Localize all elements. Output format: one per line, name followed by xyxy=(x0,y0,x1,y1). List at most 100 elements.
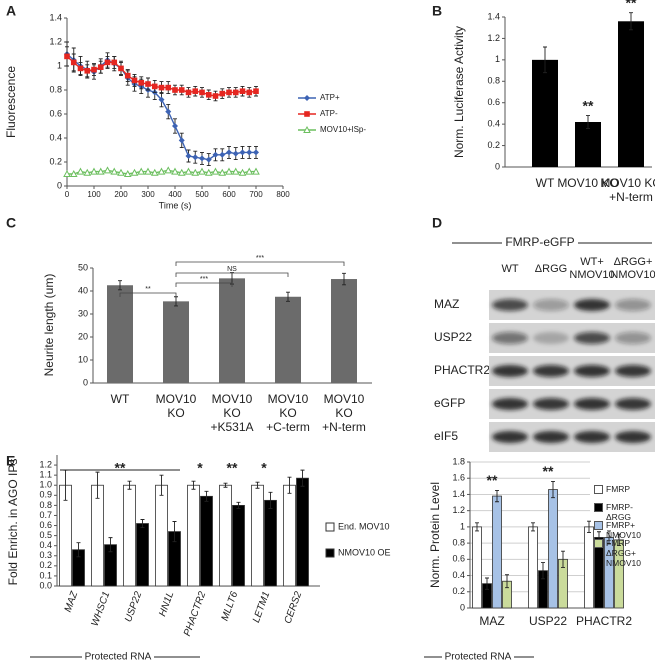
x-tick-label: MAZ xyxy=(479,614,504,628)
x-tick-label: MOV10 xyxy=(324,392,365,406)
blot-band xyxy=(574,431,610,443)
error-bar xyxy=(236,501,241,509)
error-bar xyxy=(531,522,535,532)
blot-band xyxy=(574,398,610,410)
marker xyxy=(172,123,178,129)
error-bar xyxy=(541,562,545,580)
bar xyxy=(283,484,296,587)
marker xyxy=(177,168,186,176)
marker xyxy=(150,168,159,176)
blot-band xyxy=(615,365,651,377)
x-tick-label: 800 xyxy=(276,190,290,199)
legend-label: NMOV10 OE xyxy=(338,547,391,557)
blot-band xyxy=(574,332,610,344)
marker xyxy=(212,93,219,99)
bar xyxy=(575,122,601,167)
legend-swatch xyxy=(594,485,603,494)
marker xyxy=(111,59,118,66)
marker xyxy=(64,53,70,60)
error-bar xyxy=(617,533,621,546)
bar xyxy=(264,499,277,587)
y-tick-label: 0.3 xyxy=(39,550,52,560)
bar xyxy=(232,504,245,587)
x-tick-label: LETM1 xyxy=(251,590,272,624)
bracket xyxy=(175,261,345,266)
y-tick-label: 0.2 xyxy=(39,560,52,570)
x-tick-label: MOV10 xyxy=(212,392,253,406)
marker xyxy=(192,88,199,94)
significance: ** xyxy=(583,97,594,113)
footer: Protected RNA xyxy=(445,652,512,663)
marker xyxy=(205,156,212,163)
legend-label: ATP- xyxy=(320,109,338,118)
y-tick-label: 0.5 xyxy=(39,530,52,540)
footer: Protected RNA xyxy=(85,652,152,663)
marker xyxy=(70,59,77,66)
marker xyxy=(76,167,85,175)
blot-band xyxy=(615,299,651,311)
panel-letter: A xyxy=(6,3,16,19)
x-tick-label: PHACTR2 xyxy=(576,614,632,628)
error-bar xyxy=(587,520,591,534)
y-axis-title: Norm. Luciferase Activity xyxy=(452,26,466,158)
x-tick-label: 300 xyxy=(141,190,155,199)
bar xyxy=(136,523,149,587)
legend-entry: FMRP-ΔRGG xyxy=(594,502,655,522)
marker xyxy=(304,95,310,101)
bar xyxy=(107,285,133,383)
error-bar xyxy=(586,115,590,129)
y-tick-label: 0 xyxy=(83,377,88,387)
error-bar xyxy=(255,481,260,489)
significance: ** xyxy=(487,472,498,488)
y-tick-label: 1 xyxy=(460,521,465,531)
blot-band xyxy=(492,299,528,311)
y-tick-label: 1.4 xyxy=(49,12,62,22)
error-bar xyxy=(495,489,499,503)
panel-letter: B xyxy=(432,3,442,19)
marker xyxy=(124,72,131,79)
marker xyxy=(63,169,71,177)
marker xyxy=(117,168,125,176)
bar xyxy=(532,59,558,167)
bar xyxy=(123,484,136,587)
lane-label: ΔRGG+ xyxy=(614,256,653,268)
y-axis-title: Neurite length (um) xyxy=(42,274,56,377)
marker xyxy=(145,81,151,87)
error-bar xyxy=(118,280,122,291)
y-tick-label: 0.8 xyxy=(49,84,62,94)
y-tick-label: 1.2 xyxy=(487,33,500,43)
x-tick-label: MAZ xyxy=(63,589,81,613)
significance: ** xyxy=(227,460,238,476)
y-tick-label: 0.8 xyxy=(487,76,500,86)
bar xyxy=(472,526,482,609)
x-tick-label: USP22 xyxy=(529,614,567,628)
y-tick-label: 1.2 xyxy=(452,505,465,515)
marker xyxy=(199,155,205,162)
legend-entry: FMRP xyxy=(594,484,655,494)
blot-band xyxy=(615,431,651,443)
y-tick-label: 0.4 xyxy=(39,540,52,550)
y-tick-label: 0 xyxy=(57,180,62,190)
blot-title: FMRP-eGFP xyxy=(505,235,574,249)
marker xyxy=(158,84,165,91)
bracket-label: *** xyxy=(256,255,264,262)
row-label: USP22 xyxy=(434,330,472,344)
y-tick-label: 1.8 xyxy=(452,456,465,466)
x-tick-label: PHACTR2 xyxy=(182,590,208,638)
x-tick-label: 700 xyxy=(249,190,263,199)
x-tick-label: USP22 xyxy=(123,590,144,624)
x-tick-label: CERS2 xyxy=(283,590,305,626)
error-bar xyxy=(485,577,489,590)
error-bar xyxy=(475,522,479,532)
y-tick-label: 0.4 xyxy=(487,119,500,129)
blot-band xyxy=(615,332,651,344)
marker xyxy=(157,167,166,175)
blot-band xyxy=(533,332,569,344)
marker xyxy=(131,77,138,84)
marker xyxy=(238,168,247,176)
legend-swatch xyxy=(325,548,335,558)
row-label: eGFP xyxy=(434,396,465,410)
lane-label: WT+ xyxy=(580,256,604,268)
bracket-label: *** xyxy=(200,276,208,283)
